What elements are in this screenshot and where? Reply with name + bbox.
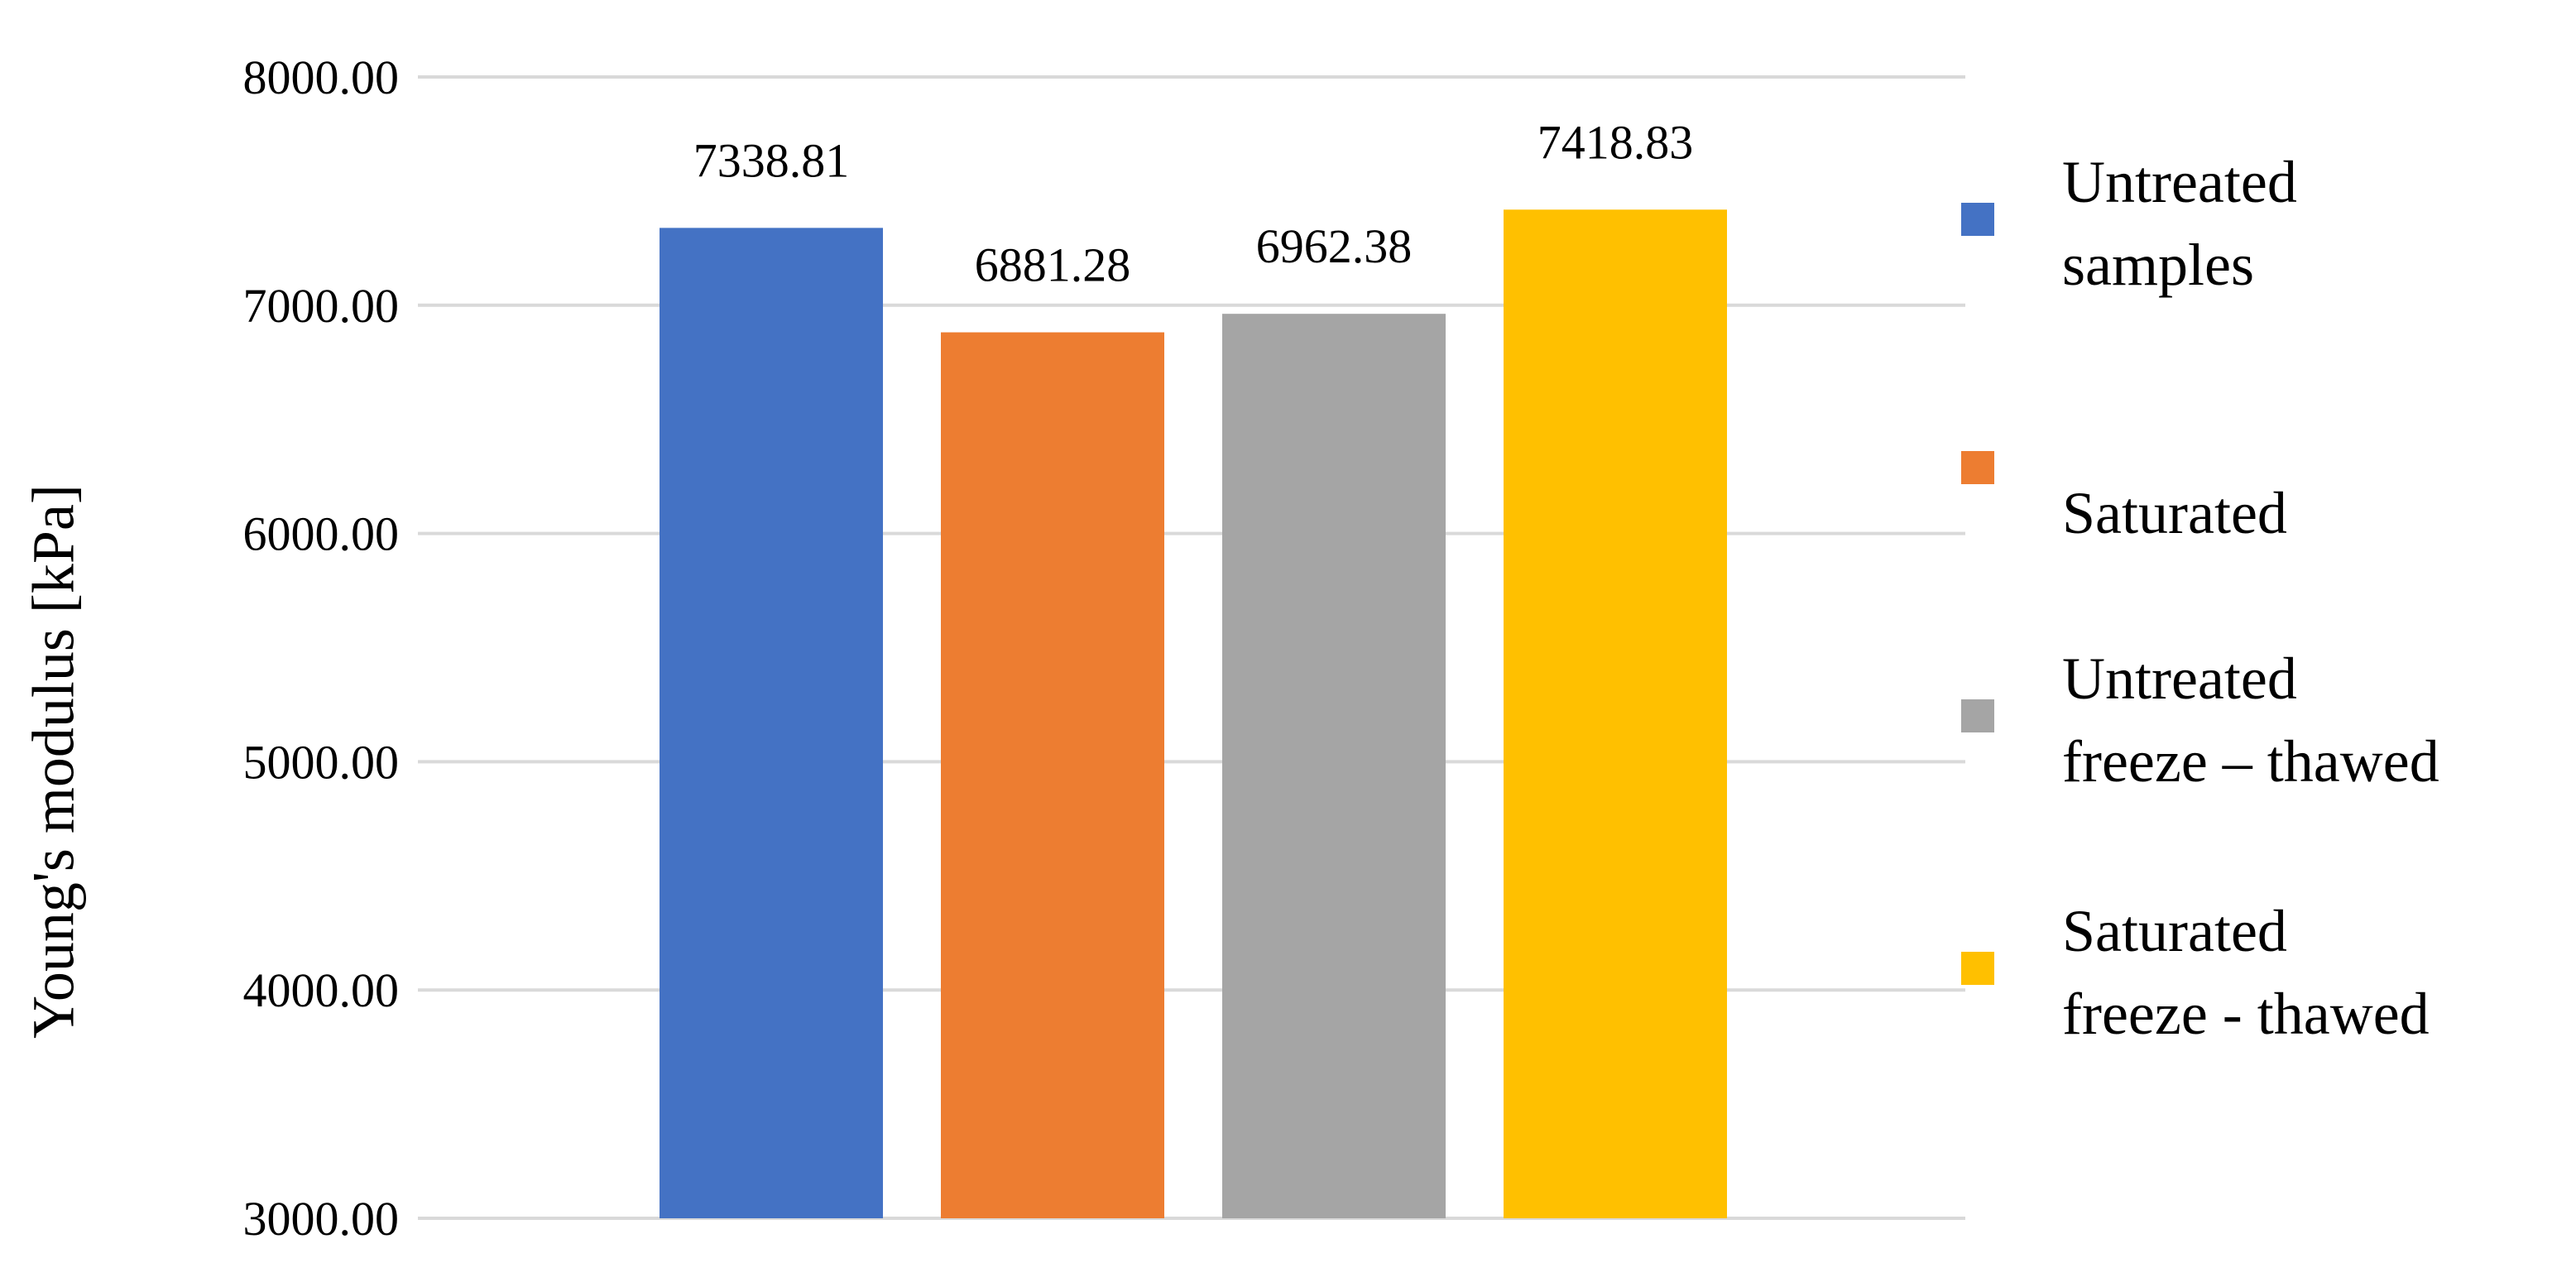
legend-swatch [1961, 203, 1994, 236]
y-tick-label: 5000.00 [243, 735, 400, 789]
y-axis-label: Young's modulus [kPa] [21, 484, 87, 1039]
bars [660, 209, 1727, 1219]
legend-swatch [1961, 699, 1994, 732]
legend-label: Untreated samples [2062, 141, 2559, 306]
bar-3 [1222, 314, 1446, 1219]
legend-label-line: samples [2062, 232, 2254, 298]
bar-1 [660, 228, 883, 1218]
y-tick-label: 4000.00 [243, 963, 400, 1017]
y-axis-ticks: 3000.00 4000.00 5000.00 6000.00 7000.00 8000.… [243, 50, 400, 1246]
y-tick-label: 6000.00 [243, 507, 400, 561]
legend-label-line: Saturated [2062, 480, 2287, 546]
legend-swatch [1961, 952, 1994, 985]
legend-label-line: freeze – thawed [2062, 728, 2439, 795]
gridlines [418, 75, 1965, 1220]
data-label-3: 6962.38 [1256, 219, 1413, 273]
bar-4 [1504, 209, 1727, 1219]
data-label-2: 6881.28 [975, 238, 1131, 292]
legend-label-line: Untreated [2062, 646, 2297, 712]
legend-label-line: freeze - thawed [2062, 981, 2430, 1047]
legend-label: Saturated [2062, 389, 2559, 555]
legend-label-line: Saturated [2062, 898, 2287, 964]
legend-label: Untreated freeze – thawed [2062, 637, 2559, 803]
bar-2 [941, 332, 1164, 1218]
data-label-4: 7418.83 [1537, 115, 1694, 169]
legend-label-line: Untreated [2062, 149, 2297, 215]
legend-swatch [1961, 451, 1994, 484]
data-label-1: 7338.81 [693, 133, 850, 187]
legend-label: Saturated freeze - thawed [2062, 890, 2559, 1055]
y-tick-label: 3000.00 [243, 1192, 400, 1246]
y-tick-label: 8000.00 [243, 50, 400, 104]
y-tick-label: 7000.00 [243, 279, 400, 333]
data-labels: 7338.81 6881.28 6962.38 7418.83 [693, 115, 1694, 291]
legend-label-line [2062, 389, 2559, 472]
